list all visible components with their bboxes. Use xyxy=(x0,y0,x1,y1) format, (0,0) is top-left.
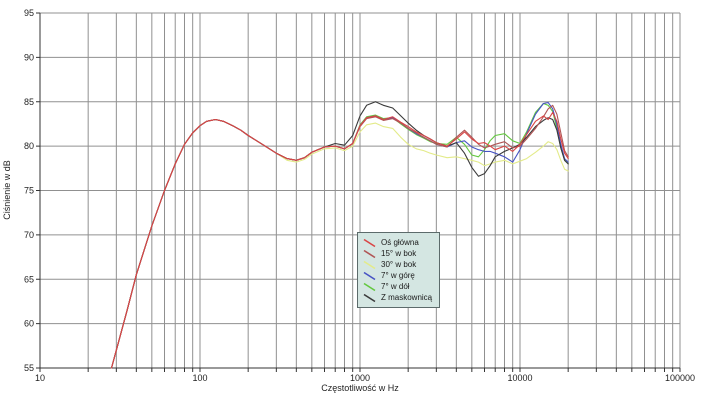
legend-line-icon xyxy=(363,271,376,280)
legend-item-z-maskownica: Z maskownicą xyxy=(363,292,432,303)
legend-item-7-w-dol: 7° w dół xyxy=(363,281,432,292)
y-tick-label: 65 xyxy=(24,274,34,284)
y-tick-label: 60 xyxy=(24,319,34,329)
legend-label: Oś główna xyxy=(381,238,419,247)
legend-label: 7° w dół xyxy=(381,282,410,291)
gridlines xyxy=(39,12,681,369)
y-tick-label: 70 xyxy=(24,230,34,240)
y-tick-label: 85 xyxy=(24,97,34,107)
legend-item-15-w-bok: 15° w bok xyxy=(363,248,432,259)
y-axis-title: Ciśnienie w dB xyxy=(2,160,12,220)
y-tick-label: 55 xyxy=(24,363,34,373)
x-tick-label: 100000 xyxy=(665,373,695,383)
legend-item-os-glowna: Oś główna xyxy=(363,237,432,248)
legend-label: Z maskownicą xyxy=(381,293,433,302)
curve-30-w-bok xyxy=(110,118,569,369)
legend-label: 15° w bok xyxy=(381,249,417,258)
legend-label: 30° w bok xyxy=(381,260,417,269)
y-tick-label: 90 xyxy=(24,52,34,62)
legend-line-icon xyxy=(363,238,376,247)
axes xyxy=(36,12,681,372)
legend-item-30-w-bok: 30° w bok xyxy=(363,259,432,270)
x-tick-label: 10 xyxy=(35,373,45,383)
y-tick-label: 75 xyxy=(24,186,34,196)
x-tick-label: 1000 xyxy=(350,373,370,383)
x-tick-label: 10000 xyxy=(507,373,532,383)
y-tick-label: 95 xyxy=(24,8,34,18)
legend-label: 7° w górę xyxy=(381,271,415,280)
legend: Oś główna 15° w bok 30° w bok 7° w górę 7° w… xyxy=(357,232,441,308)
legend-line-icon xyxy=(363,249,376,258)
legend-line-icon xyxy=(363,260,376,269)
y-tick-label: 80 xyxy=(24,141,34,151)
legend-line-icon xyxy=(363,282,376,291)
x-tick-label: 100 xyxy=(192,373,207,383)
curve-os-glowna xyxy=(110,111,569,369)
curves xyxy=(110,101,569,369)
legend-item-7-w-gore: 7° w górę xyxy=(363,270,432,281)
x-axis-title: Częstotliwość w Hz xyxy=(321,383,399,393)
legend-line-icon xyxy=(363,293,376,302)
